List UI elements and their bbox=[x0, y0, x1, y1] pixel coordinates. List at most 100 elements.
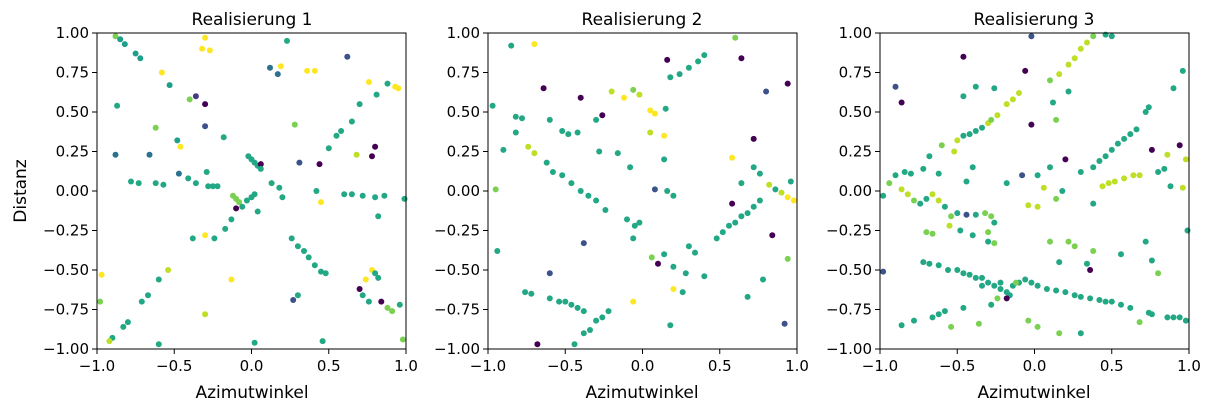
y-tick-label: −0.75 bbox=[434, 301, 480, 319]
data-point bbox=[1053, 116, 1060, 123]
data-point bbox=[489, 102, 496, 109]
data-point bbox=[790, 197, 797, 204]
data-point bbox=[1142, 238, 1149, 245]
x-tick-label: −0.5 bbox=[156, 357, 192, 375]
data-point bbox=[1034, 323, 1041, 330]
data-point bbox=[1071, 55, 1078, 62]
data-point bbox=[972, 274, 979, 281]
y-tick-label: −0.75 bbox=[43, 301, 89, 319]
data-point bbox=[248, 194, 255, 201]
data-point bbox=[661, 156, 668, 163]
data-point bbox=[318, 199, 324, 206]
data-point bbox=[1053, 195, 1060, 202]
data-point bbox=[1053, 287, 1060, 294]
data-point bbox=[1056, 259, 1063, 266]
data-point bbox=[784, 80, 791, 87]
data-point bbox=[145, 292, 151, 299]
subplot-title: Realisierung 1 bbox=[192, 10, 313, 30]
data-point bbox=[1148, 311, 1155, 318]
data-point bbox=[1182, 317, 1189, 324]
data-point bbox=[120, 323, 127, 330]
data-point bbox=[333, 132, 340, 139]
data-point bbox=[236, 199, 243, 206]
data-point bbox=[898, 99, 905, 106]
data-point bbox=[935, 311, 942, 318]
data-point bbox=[1127, 304, 1134, 311]
data-point bbox=[254, 208, 261, 215]
data-point bbox=[1176, 142, 1183, 149]
data-point bbox=[784, 255, 791, 262]
data-point bbox=[1022, 276, 1029, 283]
data-point bbox=[682, 270, 689, 277]
data-point bbox=[1118, 251, 1124, 258]
data-point bbox=[185, 175, 192, 182]
data-point bbox=[155, 341, 162, 348]
data-point bbox=[512, 113, 519, 120]
data-point bbox=[951, 148, 958, 155]
x-tick-label: 1.0 bbox=[785, 357, 809, 375]
data-point bbox=[577, 94, 584, 101]
data-point bbox=[1077, 293, 1084, 300]
data-point bbox=[205, 183, 212, 190]
data-point bbox=[911, 197, 917, 204]
data-point bbox=[676, 71, 683, 78]
data-point bbox=[372, 270, 379, 277]
data-point bbox=[1164, 314, 1171, 321]
data-point bbox=[972, 211, 979, 218]
data-point bbox=[920, 165, 927, 172]
data-point bbox=[886, 180, 893, 187]
data-point bbox=[608, 88, 615, 95]
tick-marks: −1.0 −0.5 0.0 0.5 1.0 1.00 0.75 0.50 0.25 0.00 −0.… bbox=[826, 24, 1201, 375]
data-point bbox=[997, 286, 1004, 292]
data-point bbox=[399, 336, 406, 343]
data-point bbox=[175, 170, 182, 177]
data-point bbox=[1047, 77, 1053, 84]
data-point bbox=[966, 131, 973, 138]
data-point bbox=[114, 102, 121, 109]
data-point bbox=[701, 273, 708, 280]
data-point bbox=[222, 225, 229, 232]
tick-marks: −1.0 −0.5 0.0 0.5 1.0 1.00 0.75 0.50 0.25 0.00 −0.… bbox=[43, 24, 418, 375]
data-point bbox=[338, 128, 345, 134]
data-point bbox=[979, 282, 985, 289]
data-point bbox=[901, 169, 908, 175]
data-point bbox=[991, 240, 998, 247]
data-point bbox=[729, 200, 736, 207]
data-point bbox=[528, 290, 535, 297]
data-point bbox=[294, 292, 301, 299]
data-point bbox=[209, 183, 216, 190]
data-point bbox=[1050, 99, 1056, 106]
data-point bbox=[257, 161, 264, 168]
x-tick-label: 0.5 bbox=[317, 357, 341, 375]
data-point bbox=[726, 222, 732, 229]
data-point bbox=[1108, 146, 1115, 153]
data-point bbox=[112, 33, 119, 40]
data-point bbox=[988, 301, 995, 308]
data-point bbox=[152, 124, 159, 131]
data-point bbox=[565, 131, 572, 138]
y-tick-label: 0.50 bbox=[56, 103, 89, 121]
data-point bbox=[1136, 172, 1143, 179]
data-point bbox=[1102, 298, 1109, 305]
data-point bbox=[630, 235, 637, 242]
data-point bbox=[372, 194, 379, 201]
data-point bbox=[907, 170, 914, 177]
data-point bbox=[614, 150, 621, 157]
y-tick-label: −0.50 bbox=[434, 261, 480, 279]
data-point bbox=[957, 227, 964, 234]
data-point bbox=[599, 314, 606, 321]
data-point bbox=[1028, 279, 1035, 286]
data-point bbox=[599, 112, 606, 119]
data-point bbox=[744, 293, 751, 300]
data-point bbox=[911, 317, 917, 324]
data-point bbox=[1087, 295, 1094, 302]
data-point bbox=[1071, 292, 1078, 299]
data-point bbox=[106, 338, 113, 345]
data-point bbox=[997, 279, 1004, 286]
data-point bbox=[988, 116, 995, 123]
data-point bbox=[880, 192, 887, 199]
data-point bbox=[1003, 295, 1010, 302]
data-point bbox=[395, 85, 402, 92]
data-point bbox=[214, 183, 221, 190]
data-point bbox=[155, 276, 162, 283]
